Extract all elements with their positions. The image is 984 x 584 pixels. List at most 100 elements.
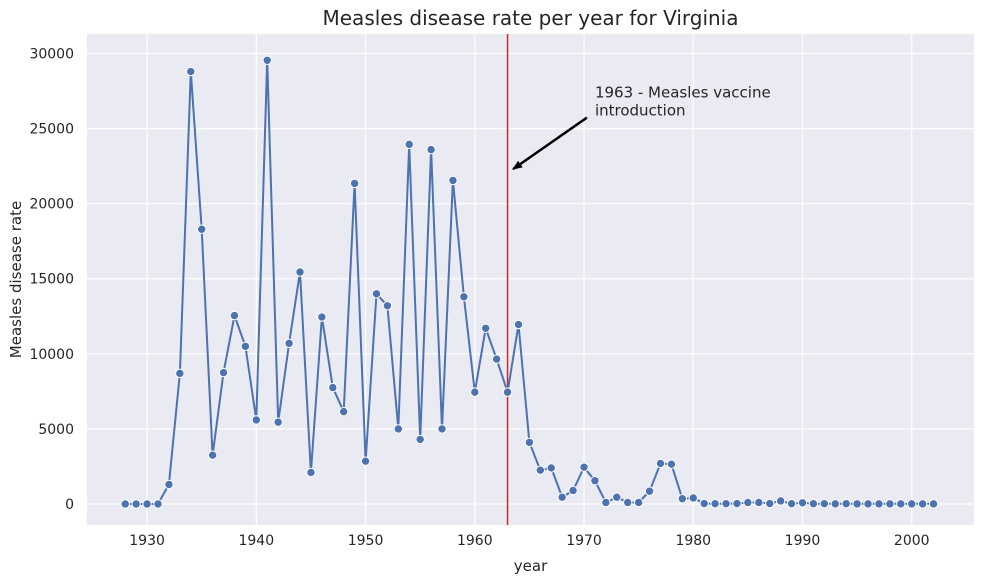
data-point xyxy=(491,354,502,364)
x-tick-label: 1960 xyxy=(457,533,493,549)
x-tick-label: 1970 xyxy=(566,533,602,549)
annotation-line-1: 1963 - Measles vaccine xyxy=(595,84,771,102)
data-point xyxy=(907,499,917,509)
data-point xyxy=(743,497,753,508)
data-point xyxy=(535,465,546,475)
data-point xyxy=(775,496,786,506)
grid-lines xyxy=(87,34,974,525)
x-tick-label: 1950 xyxy=(348,533,384,549)
data-point xyxy=(328,382,338,393)
data-point xyxy=(229,310,240,321)
data-point xyxy=(196,224,207,234)
data-point xyxy=(502,387,513,397)
y-axis-label: Measles disease rate xyxy=(7,201,25,358)
y-tick-label: 15000 xyxy=(29,272,74,288)
y-tick-label: 5000 xyxy=(38,422,74,438)
data-point xyxy=(917,499,928,509)
data-point xyxy=(557,492,567,502)
data-point xyxy=(885,499,895,509)
data-point xyxy=(524,437,535,448)
data-point xyxy=(415,434,425,445)
data-point xyxy=(426,144,436,155)
data-point xyxy=(371,289,382,299)
data-point xyxy=(699,498,709,509)
data-point xyxy=(164,479,174,490)
data-point xyxy=(579,462,589,472)
data-point xyxy=(349,178,360,189)
data-point xyxy=(481,323,491,333)
data-point xyxy=(339,406,349,417)
data-point xyxy=(797,498,808,508)
data-point xyxy=(240,341,251,352)
data-point xyxy=(732,498,742,509)
data-point xyxy=(830,499,840,509)
y-tick-label: 25000 xyxy=(29,122,74,138)
data-point xyxy=(754,497,764,508)
data-point xyxy=(175,368,185,379)
data-point xyxy=(120,499,130,509)
data-point xyxy=(470,387,480,397)
data-point xyxy=(131,499,141,509)
data-point xyxy=(186,66,196,77)
data-point xyxy=(644,486,655,496)
x-tick-label: 1980 xyxy=(675,533,711,549)
data-point xyxy=(710,498,720,509)
data-point xyxy=(874,499,884,509)
y-tick-label: 10000 xyxy=(29,347,74,363)
data-point xyxy=(765,498,775,509)
data-point xyxy=(273,417,283,427)
y-tick-label: 20000 xyxy=(29,197,74,213)
data-point xyxy=(284,338,294,349)
annotation-line-2: introduction xyxy=(595,102,686,120)
data-point xyxy=(513,319,524,330)
data-point xyxy=(207,450,218,460)
data-point xyxy=(590,476,600,486)
data-point xyxy=(153,499,163,509)
annotation-text: 1963 - Measles vaccine introduction xyxy=(595,84,776,120)
x-tick-label: 1940 xyxy=(238,533,274,549)
tick-labels: 1930 1940 1950 1960 1970 1980 1990 200005000100… xyxy=(29,47,929,549)
data-point xyxy=(677,494,688,504)
data-points xyxy=(120,55,939,509)
x-tick-label: 2000 xyxy=(894,533,930,549)
data-point xyxy=(721,498,731,509)
y-tick-label: 0 xyxy=(65,497,74,513)
data-point xyxy=(251,415,262,425)
plot-area xyxy=(87,34,974,525)
data-point xyxy=(317,312,327,322)
data-point xyxy=(306,467,316,478)
data-point xyxy=(437,424,447,434)
data-point xyxy=(633,497,644,508)
data-point xyxy=(601,497,611,508)
x-tick-label: 1930 xyxy=(129,533,165,549)
data-point xyxy=(382,301,393,311)
data-point xyxy=(852,499,862,509)
data-point xyxy=(404,139,414,150)
data-point xyxy=(546,463,556,473)
data-point xyxy=(360,456,371,466)
data-point xyxy=(262,55,272,65)
data-point xyxy=(459,292,469,302)
data-point xyxy=(568,485,578,496)
data-point xyxy=(688,493,698,503)
data-point xyxy=(808,498,819,509)
data-point xyxy=(786,498,797,509)
y-tick-label: 30000 xyxy=(29,47,74,63)
x-tick-label: 1990 xyxy=(785,533,821,549)
data-point xyxy=(819,498,830,509)
data-point xyxy=(218,367,229,378)
data-point xyxy=(896,499,906,509)
data-point xyxy=(142,499,152,509)
data-point xyxy=(666,459,677,469)
data-point xyxy=(863,499,873,509)
data-point xyxy=(612,492,622,502)
chart-title: Measles disease rate per year for Virgin… xyxy=(323,6,739,30)
annotation-arrow xyxy=(512,116,588,171)
data-point xyxy=(448,175,458,186)
x-axis-label: year xyxy=(514,557,548,575)
data-point xyxy=(655,458,666,469)
data-point xyxy=(623,497,633,508)
data-point xyxy=(393,424,404,434)
data-point xyxy=(841,498,851,509)
